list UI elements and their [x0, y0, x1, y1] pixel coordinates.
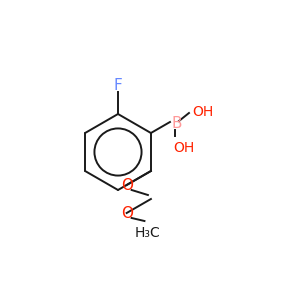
- Text: H₃C: H₃C: [135, 226, 160, 240]
- Text: OH: OH: [192, 105, 213, 119]
- Text: OH: OH: [173, 141, 194, 155]
- Text: F: F: [114, 79, 122, 94]
- Text: O: O: [121, 206, 133, 220]
- Text: O: O: [121, 178, 133, 193]
- Text: B: B: [172, 116, 182, 130]
